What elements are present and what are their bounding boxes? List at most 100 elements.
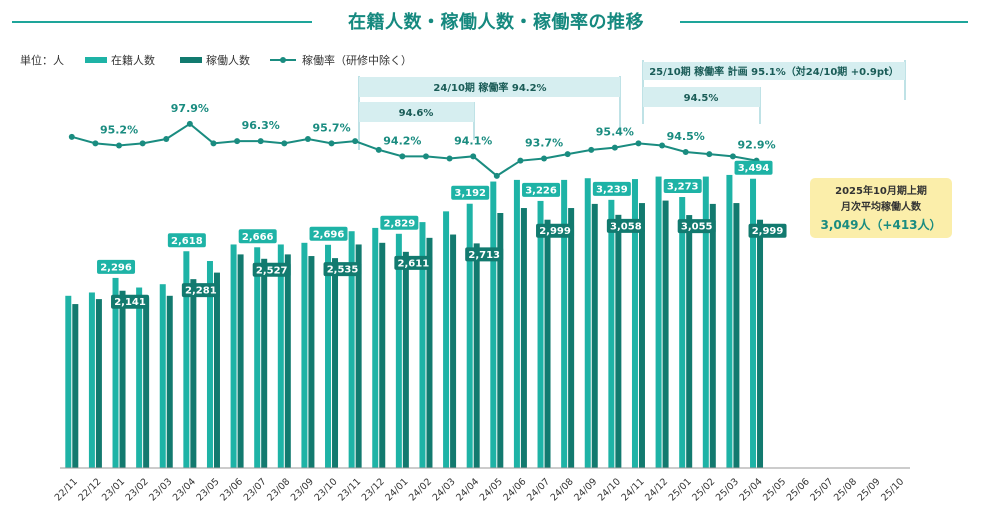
x-tick-label: 23/03 [147, 476, 174, 503]
x-tick-label: 25/07 [808, 476, 835, 503]
bar-label-active: 3,058 [610, 221, 642, 232]
rate-label: 92.9% [737, 139, 775, 152]
bar-label-enrolled: 2,666 [242, 232, 274, 243]
bar-enrolled-24/03 [443, 211, 450, 469]
rate-label: 96.3% [242, 119, 280, 132]
legend-label-rate: 稼働率（研修中除く） [302, 53, 412, 67]
chart-title: 在籍人数・稼働人数・稼働率の推移 [348, 12, 644, 33]
bar-active-22/12 [95, 299, 102, 468]
x-tick-label: 23/07 [242, 476, 269, 503]
rate-point [659, 142, 666, 149]
rate-point [68, 133, 75, 140]
bar-active-23/04 [190, 279, 197, 468]
bar-label-box [309, 226, 348, 241]
rate-point [706, 151, 713, 158]
bar-enrolled-23/08 [277, 244, 284, 468]
x-tick-label: 25/08 [832, 476, 859, 503]
annotation-bands: 24/10期 稼働率 94.2% 94.6% 25/10期 稼働率 計画 95.… [358, 60, 906, 150]
bar-enrolled-23/04 [183, 251, 190, 468]
bar-label-box [536, 223, 575, 238]
rate-label: 95.2% [100, 124, 138, 137]
bar-enrolled-25/03 [726, 174, 733, 468]
bar-active-23/08 [284, 254, 291, 468]
bar-enrolled-24/09 [584, 178, 591, 469]
x-tick-label: 23/06 [218, 476, 245, 503]
rate-point [352, 138, 359, 145]
x-tick-label: 23/11 [336, 476, 363, 503]
x-tick-label: 25/03 [714, 476, 741, 503]
bar-active-25/01 [686, 215, 693, 468]
bar-active-23/03 [166, 295, 173, 468]
rate-point [564, 151, 571, 158]
bar-label-active: 2,535 [327, 265, 359, 276]
x-tick-label: 24/10 [596, 476, 623, 503]
bar-enrolled-23/01 [112, 277, 119, 468]
bars-layer [65, 174, 764, 469]
legend-label-active: 稼働人数 [206, 53, 250, 67]
bar-label-box [451, 185, 490, 200]
bar-enrolled-23/10 [325, 244, 332, 468]
x-tick-label: 23/12 [360, 476, 387, 503]
legend-swatch-active [180, 57, 202, 63]
bar-label-active: 2,141 [114, 297, 146, 308]
band-fy25-h1-label: 94.5% [684, 93, 719, 104]
bar-enrolled-25/04 [750, 178, 757, 468]
bar-enrolled-24/12 [655, 176, 662, 468]
x-tick-label: 24/06 [501, 476, 528, 503]
x-axis: 22/1122/1223/0123/0223/0323/0423/0523/06… [53, 467, 910, 503]
bar-label-active: 2,999 [752, 226, 784, 237]
band-fy25-h1 [643, 87, 760, 107]
rate-point [234, 138, 241, 145]
rate-point [281, 140, 288, 147]
rate-label: 97.9% [171, 102, 209, 115]
rate-point [304, 136, 311, 142]
x-tick-label: 22/11 [53, 476, 80, 503]
bar-active-24/01 [402, 251, 409, 468]
bar-label-active: 2,999 [539, 226, 571, 237]
bar-enrolled-22/11 [65, 295, 72, 468]
bar-label-box [677, 219, 716, 234]
bar-active-24/09 [591, 203, 598, 468]
x-tick-label: 25/10 [879, 476, 906, 503]
bar-active-24/04 [473, 243, 480, 468]
rate-point [139, 140, 146, 147]
rate-label: 95.4% [596, 126, 634, 139]
rate-line [71, 122, 757, 178]
title-rule-left [12, 21, 312, 23]
bar-enrolled-24/07 [537, 200, 544, 468]
legend: 単位：人 在籍人数 稼働人数 稼働率（研修中除く） [20, 53, 412, 67]
rate-point [446, 155, 453, 162]
rate-label: 95.7% [312, 121, 350, 134]
bar-active-24/10 [615, 214, 622, 468]
x-tick-label: 22/12 [76, 476, 103, 503]
bar-label-box [734, 160, 773, 175]
bar-enrolled-23/11 [348, 231, 355, 468]
bar-label-enrolled: 2,296 [100, 262, 132, 273]
x-tick-label: 23/08 [265, 476, 292, 503]
bar-active-24/03 [450, 234, 457, 468]
bar-enrolled-23/07 [254, 247, 261, 468]
bar-active-23/10 [332, 258, 339, 468]
bar-active-23/05 [213, 272, 220, 468]
x-tick-label: 25/06 [785, 476, 812, 503]
band-fy25-plan-label: 25/10期 稼働率 計画 95.1%（対24/10期 +0.9pt） [649, 65, 899, 78]
bar-active-23/06 [237, 254, 244, 468]
rate-point [116, 142, 123, 149]
bar-enrolled-24/04 [466, 203, 473, 468]
x-tick-label: 24/12 [643, 476, 670, 503]
rate-label: 93.7% [525, 137, 563, 150]
band-fy24-rate-label: 24/10期 稼働率 94.2% [433, 81, 546, 94]
x-tick-label: 24/11 [619, 476, 646, 503]
bar-label-enrolled: 3,226 [525, 185, 557, 196]
rate-point [588, 146, 595, 153]
data-labels-layer: 95.2% 97.9% 96.3% 95.7% 94.2% 94.1% 93.7% 95.4%… [97, 102, 787, 309]
bar-label-box [394, 255, 433, 270]
bar-active-23/02 [143, 297, 150, 468]
bar-label-enrolled: 3,192 [454, 188, 486, 199]
x-tick-label: 25/01 [667, 476, 694, 503]
band-fy24-rate [359, 77, 620, 97]
bar-active-24/06 [520, 208, 527, 468]
rate-point [682, 149, 689, 155]
title-bar: 在籍人数・稼働人数・稼働率の推移 [0, 0, 981, 44]
bar-active-22/11 [72, 304, 79, 468]
